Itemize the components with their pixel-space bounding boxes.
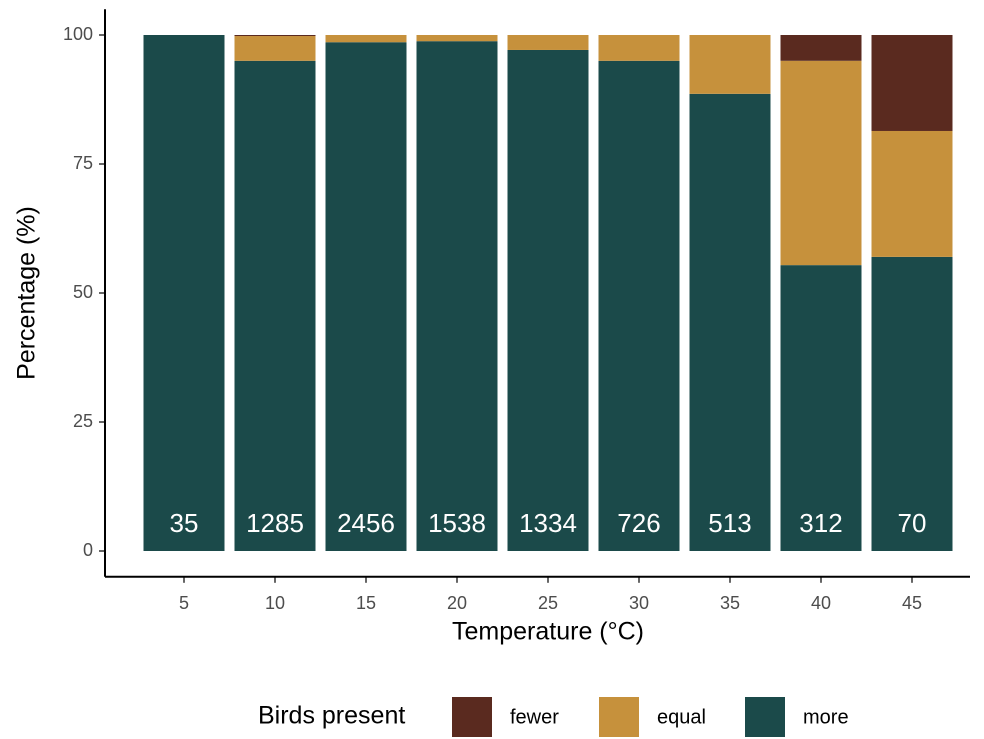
legend-key (745, 697, 785, 737)
bar-label: 35 (170, 508, 199, 538)
bar-label: 2456 (337, 508, 395, 538)
bar-segment (780, 35, 862, 61)
y-tick-label: 25 (73, 411, 93, 431)
legend-label: equal (657, 706, 706, 728)
bar-segment (234, 35, 316, 37)
bar-segment (234, 60, 316, 552)
legend-label: more (803, 706, 849, 728)
y-tick-label: 75 (73, 153, 93, 173)
bar-segment (780, 265, 862, 551)
legend-key (599, 697, 639, 737)
legend-title: Birds present (258, 702, 405, 730)
legend-key (452, 697, 492, 737)
y-tick-label: 50 (73, 282, 93, 302)
bar-segment (507, 49, 589, 552)
bar-segment (325, 35, 407, 43)
bar-segment (143, 35, 225, 551)
bar-segment (325, 42, 407, 551)
bar-segment (689, 35, 771, 94)
bar-segment (689, 93, 771, 551)
bar-label: 1538 (428, 508, 486, 538)
legend-label: fewer (510, 706, 559, 728)
y-axis-title: Percentage (%) (13, 206, 41, 380)
x-tick-label: 15 (356, 593, 376, 613)
x-tick-label: 45 (902, 593, 922, 613)
bar-label: 70 (898, 508, 927, 538)
bar-segment (598, 60, 680, 552)
bar-segment (598, 35, 680, 61)
x-tick-label: 20 (447, 593, 467, 613)
bar-segment (416, 35, 498, 42)
bar-segment (871, 256, 953, 551)
bar-label: 312 (799, 508, 842, 538)
bar-segment (780, 60, 862, 266)
bar-segment (871, 35, 953, 131)
bar-label: 726 (617, 508, 660, 538)
x-axis-title: Temperature (°C) (452, 618, 644, 646)
x-tick-label: 35 (720, 593, 740, 613)
y-tick-label: 100 (63, 24, 93, 44)
bar-segment (871, 130, 953, 257)
y-tick-label: 0 (83, 540, 93, 560)
bar-label: 1334 (519, 508, 577, 538)
x-tick-label: 10 (265, 593, 285, 613)
bar-segment (416, 41, 498, 551)
bar-label: 513 (708, 508, 751, 538)
x-tick-label: 25 (538, 593, 558, 613)
x-tick-label: 40 (811, 593, 831, 613)
x-tick-label: 5 (179, 593, 189, 613)
x-tick-label: 30 (629, 593, 649, 613)
bar-segment (234, 36, 316, 61)
bar-label: 1285 (246, 508, 304, 538)
bar-segment (507, 35, 589, 50)
